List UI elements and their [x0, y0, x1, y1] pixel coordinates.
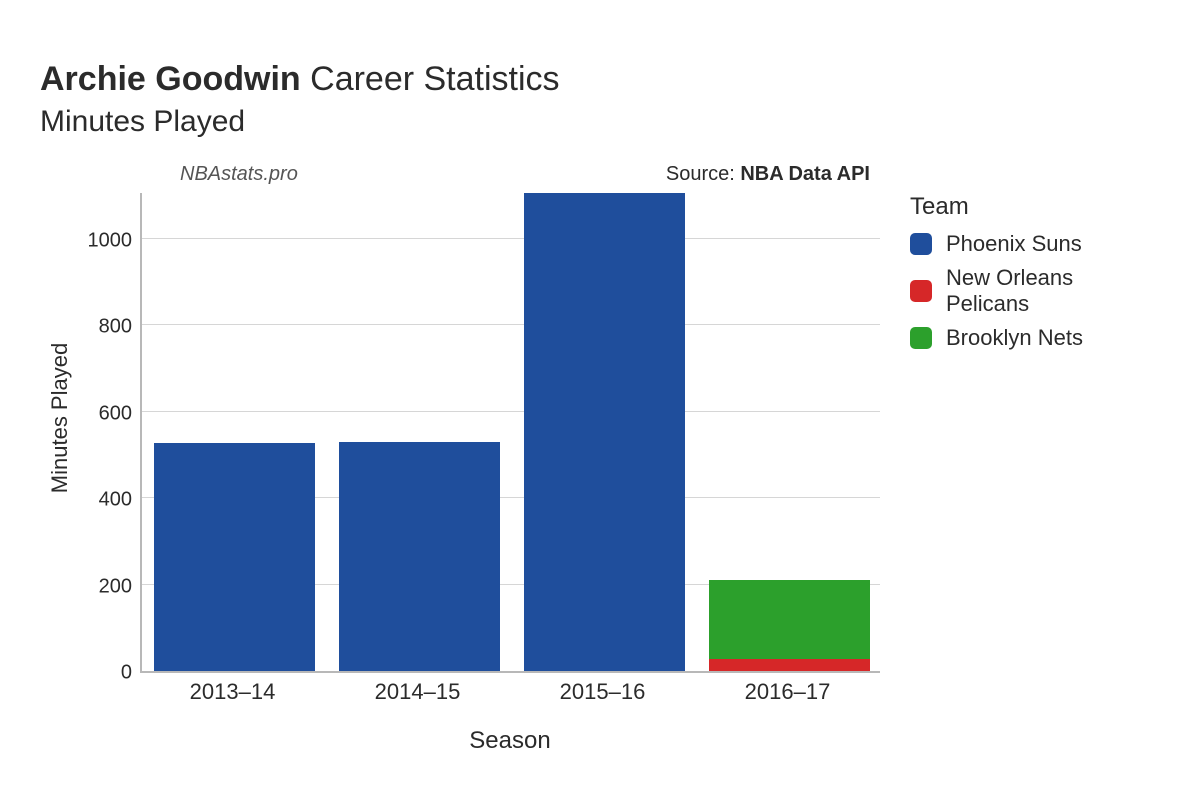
gridline: [142, 238, 880, 239]
y-tick-label: 800: [99, 316, 132, 339]
title-rest: Career Statistics: [301, 60, 560, 98]
y-axis-ticks: 02004006008001000: [80, 163, 140, 673]
bar-group: [154, 443, 315, 671]
x-axis-label: Season: [140, 727, 880, 755]
x-tick-label: 2015–16: [560, 679, 646, 705]
bar-segment: [339, 442, 500, 671]
bar-group: [339, 442, 500, 671]
watermark-text: NBAstats.pro: [180, 163, 298, 186]
legend-label: Phoenix Suns: [946, 231, 1082, 257]
source-name: NBA Data API: [740, 163, 870, 185]
legend-label: Brooklyn Nets: [946, 325, 1083, 351]
source-text: Source: NBA Data API: [666, 163, 870, 186]
bar-segment: [524, 193, 685, 671]
title-bold: Archie Goodwin: [40, 60, 301, 98]
x-tick-label: 2013–14: [190, 679, 276, 705]
legend-item: New Orleans Pelicans: [910, 265, 1160, 317]
source-prefix: Source:: [666, 163, 740, 185]
legend-swatch: [910, 280, 932, 302]
legend-swatch: [910, 327, 932, 349]
chart-subtitle: Minutes Played: [40, 105, 1160, 139]
bar-segment: [709, 580, 870, 659]
bar-segment: [154, 443, 315, 671]
x-tick-label: 2016–17: [745, 679, 831, 705]
legend-item: Brooklyn Nets: [910, 325, 1160, 351]
chart-container: Archie Goodwin Career Statistics Minutes…: [0, 0, 1200, 800]
x-tick-label: 2014–15: [375, 679, 461, 705]
y-tick-label: 600: [99, 402, 132, 425]
x-axis-ticks: 2013–14 2014–15 2015–16 2016–17: [140, 673, 880, 709]
gridline: [142, 411, 880, 412]
plot-area: [140, 193, 880, 673]
y-tick-label: 200: [99, 575, 132, 598]
legend: Team Phoenix Suns New Orleans Pelicans Bro…: [880, 163, 1160, 359]
bar-segment: [709, 659, 870, 671]
y-axis-label: Minutes Played: [47, 343, 73, 493]
legend-label: New Orleans Pelicans: [946, 265, 1160, 317]
chart-title: Archie Goodwin Career Statistics: [40, 60, 1160, 99]
bar-group: [524, 193, 685, 671]
y-tick-label: 400: [99, 489, 132, 512]
legend-item: Phoenix Suns: [910, 231, 1160, 257]
bar-group: [709, 580, 870, 671]
annotation-row: NBAstats.pro Source: NBA Data API: [140, 163, 880, 193]
legend-title: Team: [910, 193, 1160, 221]
legend-swatch: [910, 233, 932, 255]
y-tick-label: 1000: [88, 229, 133, 252]
gridline: [142, 324, 880, 325]
y-tick-label: 0: [121, 662, 132, 685]
